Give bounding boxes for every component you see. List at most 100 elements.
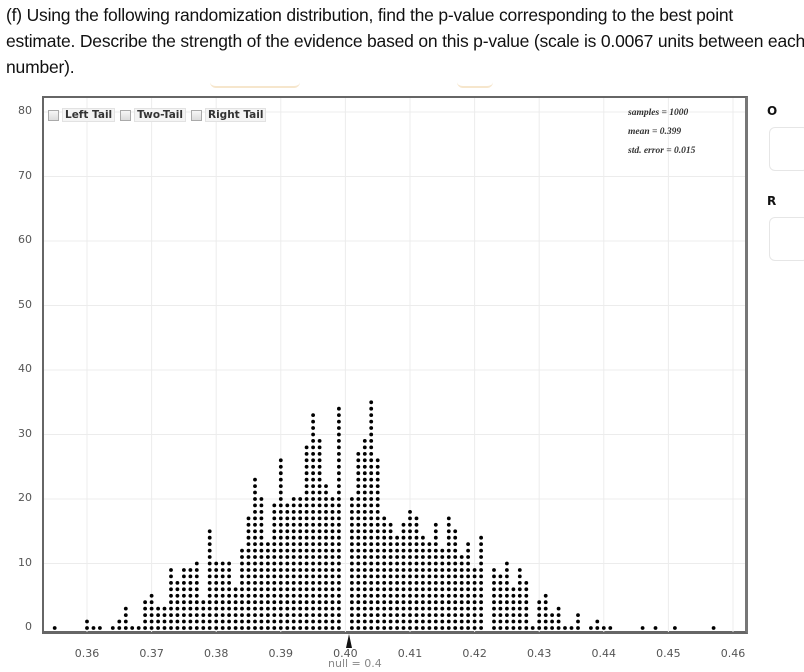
sample-dot: [246, 522, 251, 527]
sample-dot: [350, 542, 354, 546]
sample-dot: [421, 606, 425, 611]
sample-dot: [408, 561, 412, 566]
sample-dot: [233, 606, 238, 611]
side-input-top[interactable]: [769, 127, 804, 171]
sample-dot: [356, 477, 361, 482]
sample-dot: [188, 613, 193, 617]
sample-dot: [446, 555, 451, 559]
null-marker-icon[interactable]: [346, 634, 352, 648]
sample-dot: [272, 529, 277, 534]
sample-dot: [304, 497, 309, 501]
sample-dot: [330, 497, 335, 501]
sample-dot: [220, 568, 225, 572]
sample-dot: [246, 581, 251, 585]
two-tail-label[interactable]: Two-Tail: [134, 108, 186, 122]
sample-dot: [472, 613, 477, 617]
sample-dot: [311, 574, 315, 579]
sample-dot: [388, 561, 393, 566]
sample-dot: [446, 626, 451, 630]
sample-dot: [459, 574, 464, 579]
sample-dot: [149, 606, 154, 611]
sample-dot: [337, 568, 341, 572]
sample-dot: [550, 619, 554, 624]
right-tail-label[interactable]: Right Tail: [205, 108, 267, 122]
sample-dot: [253, 516, 257, 521]
sample-dot: [446, 568, 451, 572]
plot-area: [42, 96, 748, 634]
sample-dot: [278, 568, 283, 572]
sample-dot: [375, 555, 380, 559]
sample-dot: [220, 619, 225, 624]
sample-dot: [421, 561, 425, 566]
sample-dot: [440, 581, 445, 585]
sample-dot: [156, 626, 161, 630]
sample-dot: [253, 561, 257, 566]
sample-dot: [369, 555, 374, 559]
sample-dot: [317, 439, 322, 443]
sample-dot: [182, 613, 186, 617]
sample-dot: [466, 613, 470, 617]
x-tick-label: 0.38: [203, 647, 229, 660]
sample-dot: [317, 535, 322, 540]
right-tail-checkbox[interactable]: [191, 109, 202, 121]
tab-indicator-right: [457, 82, 493, 88]
sample-dot: [382, 568, 387, 572]
sample-dot: [356, 503, 361, 508]
x-tick-label: 0.42: [462, 647, 487, 660]
side-input-bottom[interactable]: [769, 217, 804, 261]
left-tail-label[interactable]: Left Tail: [62, 108, 116, 122]
sample-dot: [350, 581, 354, 585]
sample-dot: [472, 581, 477, 585]
two-tail-checkbox[interactable]: [120, 109, 132, 121]
sample-dot: [446, 548, 451, 553]
sample-dot: [556, 613, 561, 617]
sample-dot: [479, 568, 483, 572]
tab-indicator-left: [210, 82, 300, 88]
sample-dot: [362, 490, 367, 495]
sample-dot: [362, 522, 367, 527]
sample-dot: [362, 626, 367, 630]
sample-dot: [362, 516, 367, 521]
sample-dot: [311, 484, 315, 488]
sample-dot: [356, 593, 361, 598]
sample-dot: [433, 542, 438, 546]
sample-dot: [259, 497, 264, 501]
sample-dot: [440, 593, 445, 598]
sample-dot: [466, 581, 470, 585]
sample-dot: [207, 600, 212, 605]
sample-dot: [337, 619, 341, 624]
tail-controls: Left Tail Two-Tail Right Tail: [48, 108, 268, 122]
sample-dot: [291, 574, 296, 579]
stats-panel: samples = 1000 mean = 0.399 std. error =…: [628, 104, 695, 161]
sample-dot: [330, 613, 335, 617]
sample-dot: [408, 535, 412, 540]
sample-dot: [401, 581, 406, 585]
sample-dot: [214, 568, 219, 572]
sample-dot: [330, 587, 335, 592]
sample-dot: [350, 600, 354, 605]
sample-dot: [388, 581, 393, 585]
sample-dot: [356, 458, 361, 463]
sample-dot: [433, 613, 438, 617]
sample-dot: [304, 458, 309, 463]
sample-dot: [324, 516, 328, 521]
sample-dot: [408, 593, 412, 598]
sample-dot: [433, 606, 438, 611]
sample-dot: [505, 574, 509, 579]
sample-dot: [421, 555, 425, 559]
sample-dot: [304, 535, 309, 540]
sample-dot: [382, 529, 387, 534]
sample-dot: [214, 561, 219, 566]
sample-dot: [169, 619, 173, 624]
sample-dot: [330, 606, 335, 611]
sample-dot: [304, 542, 309, 546]
sample-dot: [272, 555, 277, 559]
sample-dot: [401, 574, 406, 579]
sample-dot: [337, 548, 341, 553]
left-tail-checkbox[interactable]: [48, 109, 59, 121]
sample-dot: [408, 548, 412, 553]
sample-dot: [201, 600, 206, 605]
sample-dot: [408, 600, 412, 605]
sample-dot: [524, 581, 529, 585]
sample-dot: [375, 548, 380, 553]
